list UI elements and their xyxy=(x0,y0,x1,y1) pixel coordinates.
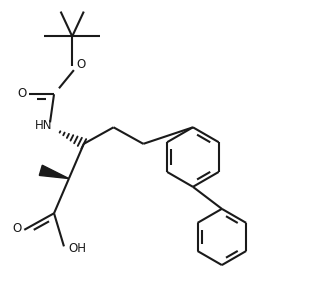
Text: OH: OH xyxy=(68,242,86,255)
Text: O: O xyxy=(17,87,26,100)
Text: O: O xyxy=(12,222,22,235)
Text: O: O xyxy=(77,58,86,71)
Polygon shape xyxy=(39,165,69,179)
Text: HN: HN xyxy=(35,119,53,132)
